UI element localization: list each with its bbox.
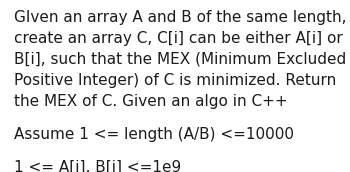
Text: 1 <= A[i], B[i] <=1e9: 1 <= A[i], B[i] <=1e9	[14, 160, 181, 172]
Text: the MEX of C. Given an algo in C++: the MEX of C. Given an algo in C++	[14, 94, 288, 109]
Text: GIven an array A and B of the same length,: GIven an array A and B of the same lengt…	[14, 10, 346, 25]
Text: B[i], such that the MEX (Minimum Excluded: B[i], such that the MEX (Minimum Exclude…	[14, 52, 346, 67]
Text: create an array C, C[i] can be either A[i] or: create an array C, C[i] can be either A[…	[14, 31, 343, 46]
Text: Positive Integer) of C is minimized. Return: Positive Integer) of C is minimized. Ret…	[14, 73, 336, 88]
Text: Assume 1 <= length (A/B) <=10000: Assume 1 <= length (A/B) <=10000	[14, 127, 294, 142]
